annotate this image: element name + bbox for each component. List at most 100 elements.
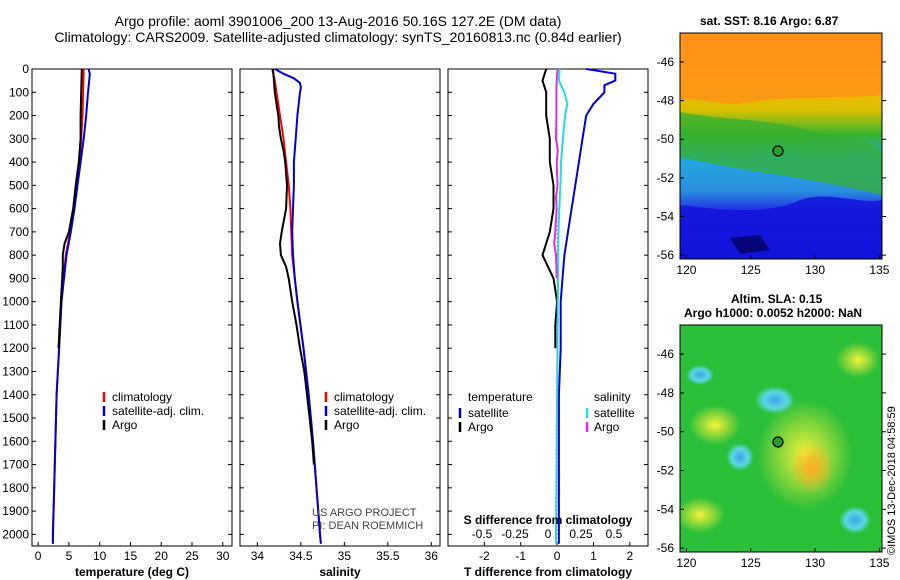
secondary-tick-label: 0.5 — [606, 527, 623, 541]
figure-title-line2: Climatology: CARS2009. Satellite-adjuste… — [54, 29, 622, 45]
legend-label: Argo — [334, 418, 360, 432]
map-y-tick-label: -50 — [657, 425, 675, 439]
legend-label: climatology — [334, 390, 394, 404]
x-tick-label: 35.5 — [376, 549, 400, 563]
map-y-tick-label: -46 — [657, 347, 675, 361]
y-tick-label: 1800 — [2, 481, 29, 495]
secondary-tick-label: -0.25 — [501, 527, 529, 541]
credit-line-2: PI: DEAN ROEMMICH — [312, 520, 423, 532]
y-tick-label: 1600 — [2, 434, 29, 448]
sla-blue-blob-3 — [839, 506, 871, 534]
secondary-tick-label: 0 — [545, 527, 552, 541]
y-tick-label: 400 — [9, 155, 29, 169]
profile-panel-frame — [239, 68, 441, 547]
sla-blue-blob-2 — [726, 443, 754, 471]
map-x-tick-label: 120 — [676, 556, 696, 570]
x-tick-label: -2 — [479, 549, 490, 563]
map-x-tick-label: 120 — [676, 263, 696, 277]
sst-dark-patch — [730, 235, 770, 254]
y-tick-label: 1300 — [2, 364, 29, 378]
sst-map-title: sat. SST: 8.16 Argo: 6.87 — [700, 14, 839, 28]
profile-panel-frame — [31, 68, 233, 547]
chart-layer: 0100200300400500600700800900100011001200… — [2, 55, 889, 579]
y-tick-label: 1000 — [2, 295, 29, 309]
sla-argo-marker — [772, 436, 784, 448]
secondary-tick-label: 0.25 — [569, 527, 593, 541]
sla-blue-blob — [755, 386, 795, 414]
series-line-salinity-satellite — [555, 68, 569, 544]
series-line-argo — [57, 68, 83, 349]
series-line-temperature-satellite — [557, 68, 617, 544]
profile-panel-frame — [447, 68, 649, 547]
figure-title-line1: Argo profile: aoml 3901006_200 13-Aug-20… — [114, 13, 562, 29]
legend-label: Argo — [112, 418, 138, 432]
sla-orange-blob — [790, 442, 834, 494]
y-tick-label: 1900 — [2, 504, 29, 518]
x-tick-label: 15 — [124, 549, 138, 563]
x-tick-label: 5 — [66, 549, 73, 563]
series-line-satellite-adj-clim- — [51, 68, 91, 544]
map-x-tick-label: 135 — [869, 263, 889, 277]
legend-label: satellite — [468, 406, 509, 420]
series-line-temperature-argo — [541, 68, 559, 349]
x-tick-label: 10 — [93, 549, 107, 563]
legend-label: Argo — [594, 420, 620, 434]
y-tick-label: 300 — [9, 132, 29, 146]
x-tick-label: 25 — [185, 549, 199, 563]
map-x-tick-label: 130 — [805, 556, 825, 570]
map-y-tick-label: -54 — [657, 502, 675, 516]
y-tick-label: 600 — [9, 202, 29, 216]
x-tick-label: 36 — [425, 549, 439, 563]
legend-label: satellite — [594, 406, 635, 420]
x-tick-label: 30 — [216, 549, 230, 563]
x-tick-label: 34 — [251, 549, 265, 563]
y-tick-label: 2000 — [2, 527, 29, 541]
map-x-tick-label: 125 — [741, 263, 761, 277]
sst-map-frame — [679, 32, 883, 260]
legend-label: climatology — [112, 390, 172, 404]
map-x-tick-label: 125 — [741, 556, 761, 570]
credit-line-1: US ARGO PROJECT — [312, 507, 417, 519]
map-y-tick-label: -52 — [657, 171, 675, 185]
map-y-tick-label: -46 — [657, 55, 675, 69]
sla-blue-blob-4 — [686, 365, 714, 385]
map-y-tick-label: -56 — [657, 248, 675, 262]
sla-map — [675, 324, 883, 553]
x-axis-label: T difference from climatology — [464, 565, 632, 579]
x-tick-label: 1 — [590, 549, 597, 563]
sst-deep-blue-patch — [680, 196, 882, 259]
x-tick-label: 0 — [554, 549, 561, 563]
sla-map-frame — [679, 324, 883, 553]
series-line-salinity-argo — [553, 68, 559, 279]
y-tick-label: 1400 — [2, 388, 29, 402]
sla-yellow-blob-3 — [836, 342, 880, 378]
y-tick-label: 900 — [9, 271, 29, 285]
map-y-tick-label: -50 — [657, 132, 675, 146]
legend-title-salinity: salinity — [594, 390, 631, 404]
series-line-satellite-adj-clim- — [274, 68, 322, 544]
x-axis-label: salinity — [319, 565, 361, 579]
map-x-tick-label: 130 — [805, 263, 825, 277]
sla-yellow-blob-2 — [689, 405, 741, 445]
map-y-tick-label: -54 — [657, 210, 675, 224]
y-tick-label: 800 — [9, 248, 29, 262]
series-line-argo — [272, 68, 315, 465]
y-tick-label: 500 — [9, 178, 29, 192]
y-tick-label: 1500 — [2, 411, 29, 425]
legend-label: satellite-adj. clim. — [112, 404, 204, 418]
sla-map-title-line1: Altim. SLA: 0.15 — [731, 292, 823, 306]
x-tick-label: 35 — [338, 549, 352, 563]
y-tick-label: 100 — [9, 85, 29, 99]
imos-timestamp: ©IMOS 13-Dec-2018 04:58:59 — [886, 406, 898, 555]
y-tick-label: 700 — [9, 225, 29, 239]
sst-argo-marker — [772, 145, 784, 157]
x-tick-label: 34.5 — [289, 549, 313, 563]
y-tick-label: 1700 — [2, 458, 29, 472]
y-tick-label: 200 — [9, 109, 29, 123]
sla-yellow-blob-4 — [675, 497, 725, 533]
sla-map-title-line2: Argo h1000: 0.0052 h2000: NaN — [684, 306, 863, 320]
y-tick-label: 1200 — [2, 341, 29, 355]
map-y-tick-label: -48 — [657, 386, 675, 400]
map-y-tick-label: -56 — [657, 541, 675, 555]
